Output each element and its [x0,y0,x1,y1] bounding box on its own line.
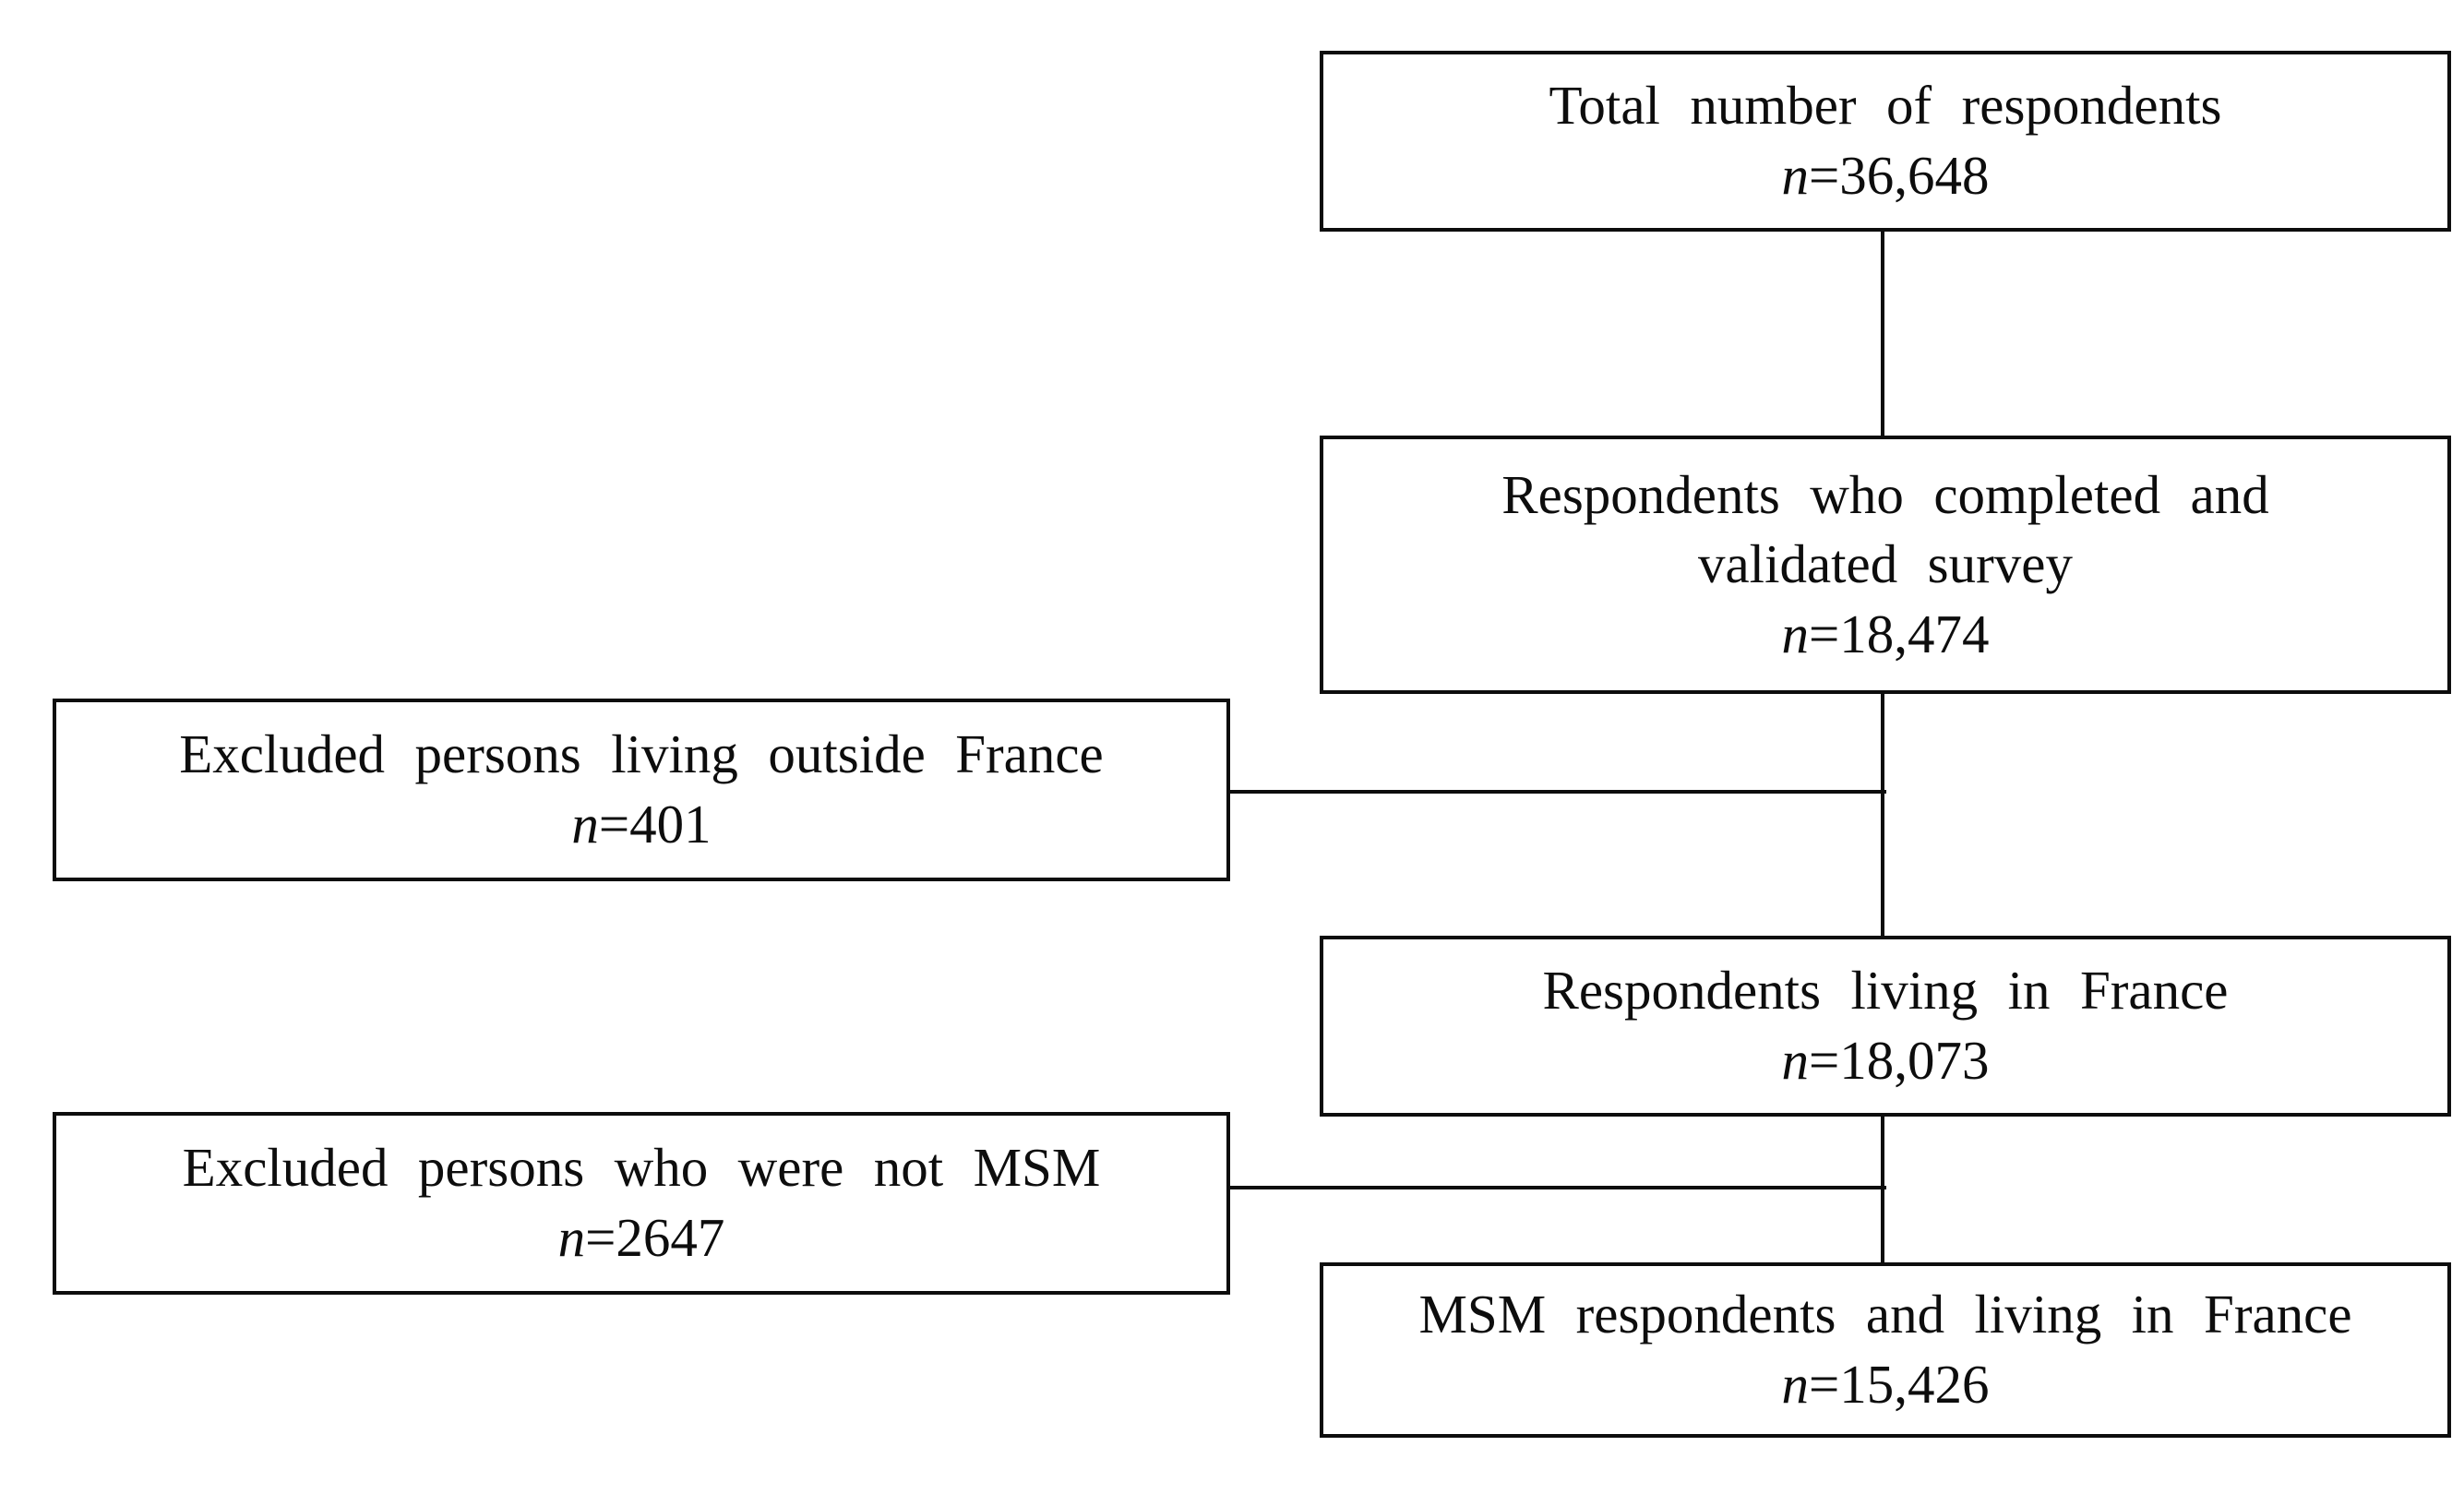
box-text-line: Respondents living in France [1542,960,2229,1022]
n-value: =18,474 [1808,603,1990,664]
box-n-line: n=401 [571,790,711,860]
box-text-line: Excluded persons living outside France [179,723,1104,785]
flow-box-living-in-france: Respondents living in France n=18,073 [1320,936,2451,1117]
connector-total-to-completed [1881,232,1884,436]
n-symbol: n [1781,1354,1809,1415]
box-n-line: n=2647 [558,1203,725,1273]
connector-completed-to-living-france [1881,694,1884,936]
connector-excluded-outside-branch [1228,790,1886,794]
box-text-line: validated survey [1698,533,2073,595]
box-n-line: n=15,426 [1781,1350,1989,1420]
n-symbol: n [1781,145,1809,206]
box-text-line: Total number of respondents [1549,75,2222,137]
box-n-line: n=18,474 [1781,600,1989,670]
n-symbol: n [557,1207,586,1268]
flow-box-msm-living-in-france: MSM respondents and living in France n=1… [1320,1262,2451,1438]
flow-box-completed-validated: Respondents who completed and validated … [1320,436,2451,694]
connector-excluded-not-msm-branch [1228,1186,1886,1189]
n-value: =401 [598,794,712,855]
n-value: =36,648 [1808,145,1990,206]
box-text-line: Excluded persons who were not MSM [182,1137,1101,1199]
flow-box-excluded-outside-france: Excluded persons living outside France n… [53,699,1230,881]
flow-box-excluded-not-msm: Excluded persons who were not MSM n=2647 [53,1112,1230,1295]
n-symbol: n [571,794,599,855]
flow-box-total-respondents: Total number of respondents n=36,648 [1320,51,2451,232]
box-text-line: MSM respondents and living in France [1418,1284,2352,1345]
n-symbol: n [1781,1030,1809,1091]
n-value: =18,073 [1808,1030,1990,1091]
n-value: =2647 [585,1207,725,1268]
box-n-line: n=36,648 [1781,141,1989,211]
n-symbol: n [1781,603,1809,664]
connector-living-france-to-msm [1881,1117,1884,1262]
n-value: =15,426 [1808,1354,1990,1415]
box-text-line: Respondents who completed and [1501,463,2269,525]
box-n-line: n=18,073 [1781,1026,1989,1096]
